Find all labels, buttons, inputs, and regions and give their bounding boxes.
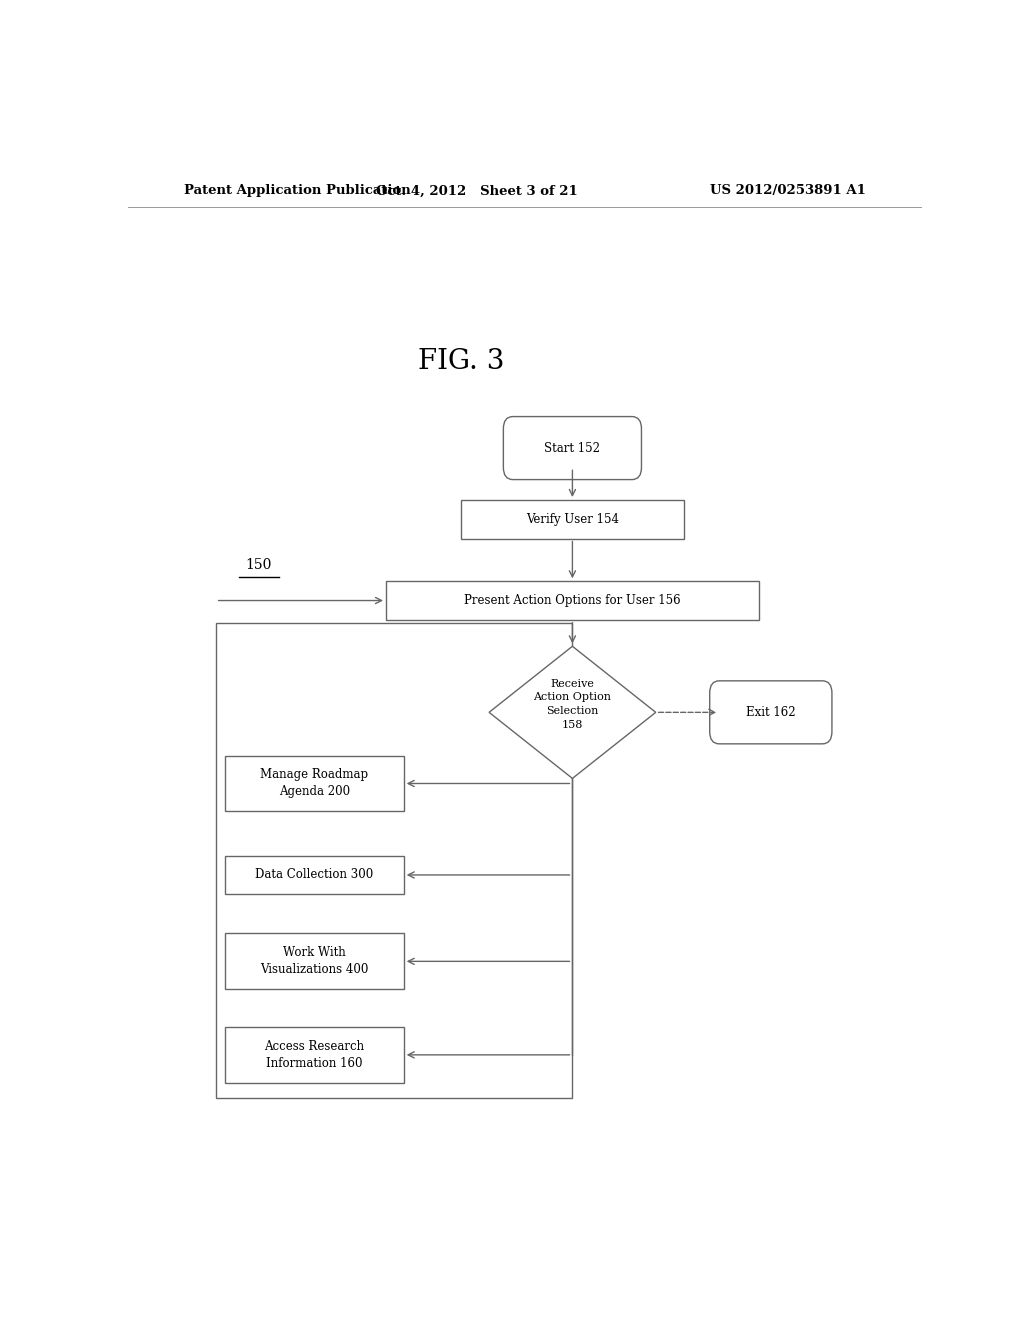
Text: Manage Roadmap
Agenda 200: Manage Roadmap Agenda 200	[260, 768, 369, 799]
Text: Verify User 154: Verify User 154	[526, 512, 618, 525]
Text: Receive
Action Option
Selection
158: Receive Action Option Selection 158	[534, 678, 611, 730]
Bar	[462, 500, 684, 539]
Text: Oct. 4, 2012   Sheet 3 of 21: Oct. 4, 2012 Sheet 3 of 21	[376, 185, 579, 198]
Text: Patent Application Publication: Patent Application Publication	[183, 185, 411, 198]
Text: Work With
Visualizations 400: Work With Visualizations 400	[260, 946, 369, 977]
Text: Exit 162: Exit 162	[746, 706, 796, 719]
FancyBboxPatch shape	[710, 681, 831, 744]
Text: FIG. 3: FIG. 3	[418, 348, 505, 375]
Bar	[225, 1027, 403, 1082]
Text: Present Action Options for User 156: Present Action Options for User 156	[464, 594, 681, 607]
Bar	[386, 581, 759, 620]
Text: Start 152: Start 152	[545, 442, 600, 454]
FancyBboxPatch shape	[504, 417, 641, 479]
Bar	[225, 933, 403, 989]
Bar	[225, 855, 403, 894]
Text: Data Collection 300: Data Collection 300	[255, 869, 374, 882]
Text: Access Research
Information 160: Access Research Information 160	[264, 1040, 365, 1071]
Polygon shape	[489, 647, 655, 779]
Bar	[225, 755, 403, 812]
Text: US 2012/0253891 A1: US 2012/0253891 A1	[711, 185, 866, 198]
Bar	[216, 623, 572, 1098]
Text: 150: 150	[246, 558, 272, 572]
